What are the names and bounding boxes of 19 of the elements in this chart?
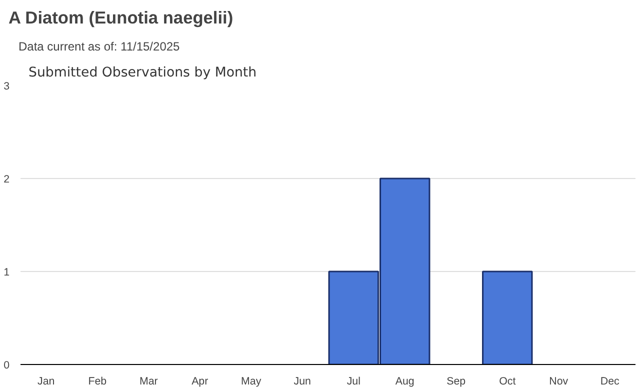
y-tick-label: 1 <box>4 266 10 278</box>
text: Submitted Observations by Month <box>28 66 257 80</box>
x-tick-label: Jan <box>38 376 55 388</box>
y-tick-label: 2 <box>4 174 10 186</box>
y-tick-label: 3 <box>4 80 10 92</box>
x-tick-label: Mar <box>139 376 158 388</box>
x-tick-label: Apr <box>192 376 209 388</box>
x-tick-label: Jun <box>294 376 312 388</box>
y-tick-label: 0 <box>4 360 10 372</box>
x-tick-label: Oct <box>499 376 516 388</box>
x-tick-label: Nov <box>549 376 569 388</box>
chart-title: A Diatom (Eunotia naegelii) <box>8 8 234 28</box>
x-tick-label: Dec <box>600 376 620 388</box>
x-tick-label: Aug <box>395 376 414 388</box>
x-tick-label: May <box>241 376 262 388</box>
x-tick-label: Feb <box>88 376 107 388</box>
chart-subtitle: Data current as of: 11/15/2025 <box>18 40 180 54</box>
x-tick-label: Jul <box>346 376 360 388</box>
x-tick-label: Sep <box>446 376 466 388</box>
